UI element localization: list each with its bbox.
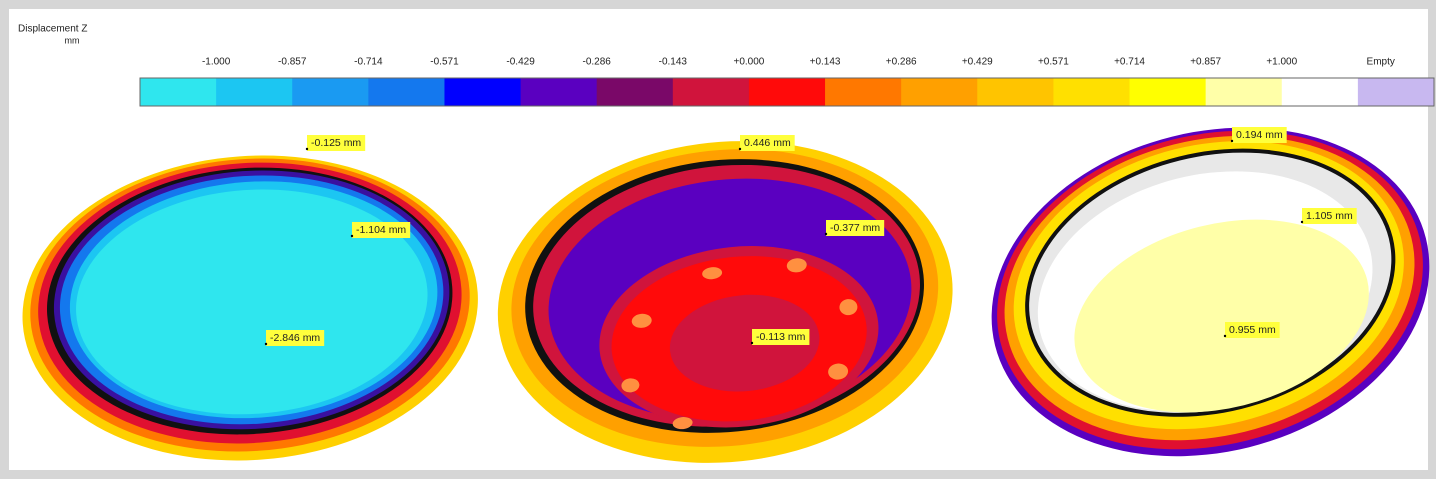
annotation: 0.446 mm: [744, 137, 791, 149]
legend-label: +0.714: [1114, 57, 1145, 68]
legend-title: Displacement Z: [18, 24, 87, 35]
probe-point: [1224, 335, 1226, 337]
probe-point: [351, 235, 353, 237]
legend-swatch: [292, 78, 369, 106]
legend-swatch: [368, 78, 445, 106]
legend-swatch: [1130, 78, 1207, 106]
legend-swatch: [444, 78, 521, 106]
annotation: -2.846 mm: [270, 332, 320, 344]
legend-label: +0.571: [1038, 57, 1069, 68]
legend-label: -0.286: [583, 57, 612, 68]
legend-label: Empty: [1367, 57, 1395, 68]
annotation: -1.104 mm: [356, 224, 406, 236]
annotation: 1.105 mm: [1306, 210, 1353, 222]
legend-label: -0.429: [506, 57, 535, 68]
legend-unit: mm: [65, 35, 80, 45]
annotation: -0.125 mm: [311, 137, 361, 149]
legend-label: -1.000: [202, 57, 231, 68]
legend-swatch: [825, 78, 902, 106]
legend-label: +0.857: [1190, 57, 1221, 68]
probe-point: [1301, 221, 1303, 223]
legend-swatch: [901, 78, 978, 106]
legend-label: +0.000: [734, 57, 765, 68]
annotation: -0.113 mm: [756, 331, 806, 343]
legend-swatch: [597, 78, 674, 106]
legend-label: -0.143: [659, 57, 688, 68]
probe-point: [739, 148, 741, 150]
probe-point: [1231, 140, 1233, 142]
legend-label: +0.429: [962, 57, 993, 68]
legend-swatch: [1358, 78, 1435, 106]
annotation: 0.194 mm: [1236, 129, 1283, 141]
legend-swatch: [1282, 78, 1359, 106]
probe-point: [265, 343, 267, 345]
page: Displacement Z mm: [0, 0, 1436, 479]
legend-label: -0.571: [430, 57, 459, 68]
result-view: Displacement Z mm: [0, 0, 1436, 479]
legend-label: +0.143: [810, 57, 841, 68]
annotation: -0.377 mm: [830, 222, 880, 234]
legend-swatch: [1053, 78, 1130, 106]
legend-swatch: [521, 78, 598, 106]
legend-label: +1.000: [1266, 57, 1297, 68]
legend-swatch: [1206, 78, 1283, 106]
legend-label: -0.857: [278, 57, 307, 68]
legend-label: +0.286: [886, 57, 917, 68]
legend-swatch: [216, 78, 293, 106]
legend-swatch: [140, 78, 217, 106]
annotation: 0.955 mm: [1229, 324, 1276, 336]
probe-point: [825, 233, 827, 235]
probe-point: [306, 148, 308, 150]
legend-label: -0.714: [354, 57, 383, 68]
legend-swatch: [673, 78, 750, 106]
legend-swatch: [749, 78, 826, 106]
legend-swatch: [977, 78, 1054, 106]
probe-point: [751, 342, 753, 344]
